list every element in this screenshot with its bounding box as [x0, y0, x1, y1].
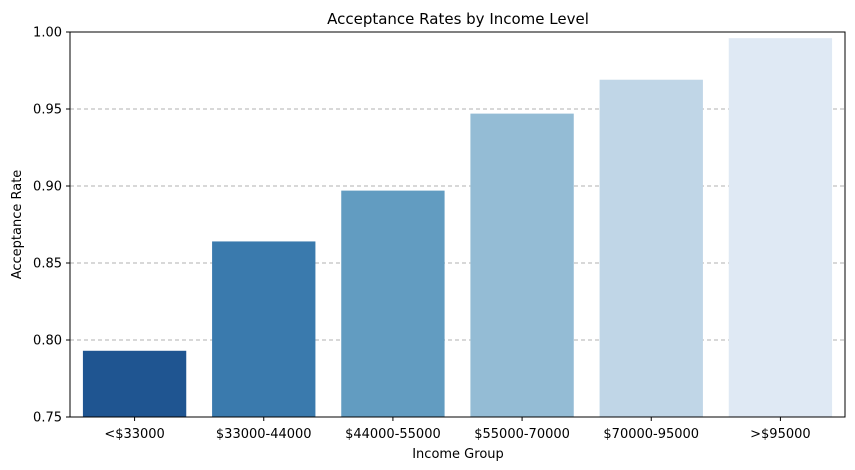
x-axis-ticks: <$33000 $33000-44000 $44000-55000 $55000-70…	[104, 417, 811, 442]
x-tick-label: $55000-70000	[474, 427, 570, 442]
x-tick-label: >$95000	[750, 427, 811, 442]
y-axis-ticks: 0.75 0.80 0.85 0.90 0.95 1.00	[33, 26, 70, 426]
y-tick-label: 0.95	[33, 103, 62, 118]
plot-frame	[69, 31, 846, 418]
grid-lines	[70, 108, 845, 341]
y-axis-label: Acceptance Rate	[10, 170, 25, 280]
y-tick-label: 0.90	[33, 180, 62, 195]
y-tick-label: 1.00	[33, 26, 62, 41]
bar	[212, 241, 316, 417]
bar	[341, 190, 445, 417]
x-tick-label: <$33000	[104, 427, 165, 442]
y-tick-label: 0.85	[33, 257, 62, 272]
bar	[82, 350, 187, 417]
bar	[728, 38, 833, 417]
y-tick-label: 0.75	[33, 411, 62, 426]
x-tick-label: $70000-95000	[603, 427, 699, 442]
bars	[82, 38, 833, 418]
bar	[470, 113, 574, 418]
bar	[599, 79, 703, 418]
x-tick-label: $44000-55000	[345, 427, 441, 442]
y-tick-label: 0.80	[33, 334, 62, 349]
x-axis-label: Income Group	[412, 447, 504, 462]
chart-title: Acceptance Rates by Income Level	[327, 10, 589, 28]
x-tick-label: $33000-44000	[216, 427, 312, 442]
